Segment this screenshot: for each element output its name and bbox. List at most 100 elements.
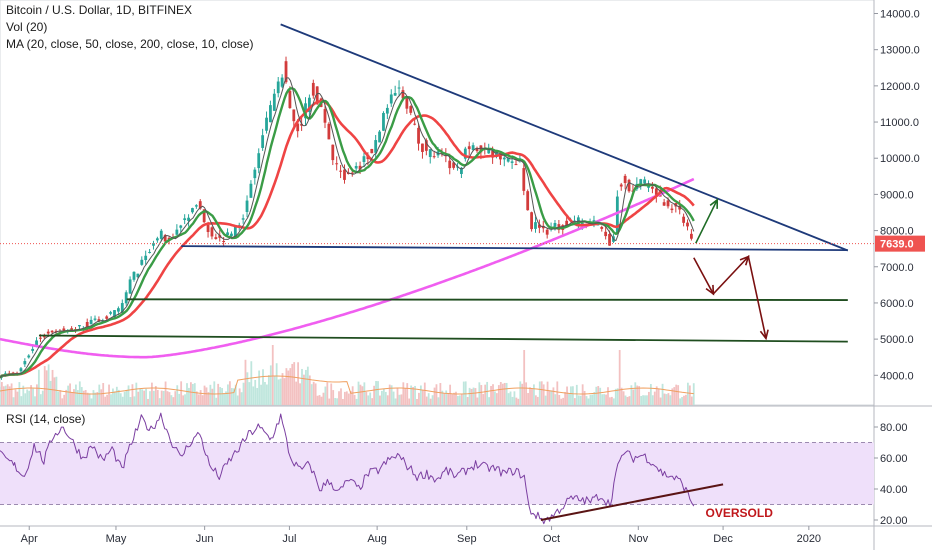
volume-bar [564, 391, 567, 405]
volume-bar [669, 395, 672, 405]
candle-body [545, 229, 549, 235]
volume-bar [480, 385, 483, 405]
price-tick-label: 6000.0 [880, 298, 914, 310]
rsi-tick-label: 60.00 [880, 453, 908, 465]
volume-bar [369, 392, 372, 405]
volume-bar [164, 381, 167, 405]
volume-bar [151, 382, 153, 405]
volume-bar [121, 396, 124, 405]
volume-bar [474, 388, 477, 405]
volume-bar [279, 378, 282, 405]
candle-body [93, 318, 97, 320]
volume-bar [511, 396, 514, 405]
volume-bar [217, 383, 220, 405]
volume-bar [248, 382, 251, 405]
volume-bar [123, 391, 126, 405]
volume-bar [404, 388, 407, 405]
volume-bar [503, 382, 506, 405]
volume-bar [460, 394, 463, 405]
volume-bar [172, 397, 175, 405]
volume-bar [273, 375, 276, 405]
volume-bar [470, 388, 473, 405]
volume-bar [665, 394, 668, 405]
trendline-line [280, 23, 849, 252]
candle-body [487, 149, 491, 154]
volume-bar [690, 396, 693, 405]
volume-bar [260, 384, 262, 405]
volume-bar [234, 384, 237, 405]
volume-bar [464, 381, 467, 405]
volume-bar [455, 391, 457, 405]
volume-bar [195, 391, 198, 405]
volume-bar [626, 396, 629, 405]
chart-title: Bitcoin / U.S. Dollar, 1D, BITFINEX [6, 3, 193, 17]
volume-bar [258, 370, 261, 405]
volume-bar [106, 394, 108, 405]
volume-bar [560, 398, 563, 405]
volume-bar [139, 388, 142, 405]
candle-body [23, 361, 27, 365]
volume-bar [534, 395, 537, 405]
support-line [38, 334, 848, 343]
volume-bar [166, 391, 169, 405]
volume-bar [191, 384, 194, 405]
volume-bar [340, 388, 342, 405]
volume-bar [601, 394, 604, 405]
candle-body [654, 188, 658, 197]
volume-bar [515, 397, 518, 405]
volume-bar [583, 390, 586, 405]
last-price-tag [875, 235, 925, 252]
volume-bar [416, 398, 418, 405]
candle-body [362, 156, 366, 163]
candle-body [241, 218, 245, 220]
candle-body [662, 202, 666, 206]
volume-bar [213, 381, 216, 405]
volume-bar [160, 390, 163, 405]
candle-body [331, 144, 335, 161]
volume-bar [579, 395, 582, 405]
candle-body [463, 148, 467, 159]
volume-bar [299, 383, 301, 405]
volume-bar [277, 379, 280, 405]
volume-bar [655, 386, 658, 405]
volume-bar [540, 381, 543, 405]
volume-bar [113, 391, 116, 405]
volume-bar [230, 388, 233, 405]
volume-bar [408, 398, 411, 405]
candle-body [604, 231, 608, 237]
volume-bar [644, 395, 646, 405]
rsi-pane: 80.00 60.00 40.00 20.00 OVERSOLD [0, 412, 908, 527]
volume-bar [630, 385, 633, 405]
candle-body [163, 235, 167, 242]
candle-body [315, 86, 319, 105]
candle-body [222, 240, 226, 242]
volume-bar [162, 391, 165, 405]
time-tick-label: Oct [543, 533, 560, 545]
candle-body [670, 208, 674, 211]
volume-bar [264, 381, 266, 405]
time-tick-label: May [106, 533, 127, 545]
volume-bar [673, 387, 676, 405]
volume-bar [365, 391, 368, 405]
volume-bar [32, 388, 34, 405]
volume-bar [184, 394, 186, 405]
volume-bar [100, 389, 103, 405]
candle-body [678, 205, 682, 210]
support-line [181, 245, 848, 252]
candle-body [128, 279, 132, 294]
candle-body [11, 372, 15, 374]
volume-bar [610, 396, 613, 405]
candle-body [682, 216, 686, 223]
volume-bar [59, 390, 62, 405]
volume-bar [447, 393, 450, 405]
volume-bar [402, 382, 405, 405]
candle-body [276, 81, 280, 94]
volume-bar [22, 385, 25, 405]
volume-bar [232, 388, 235, 405]
candle-body [175, 229, 179, 235]
volume-bar [295, 381, 298, 405]
volume-bar [2, 386, 5, 405]
volume-bar [581, 384, 584, 405]
volume-bar [381, 390, 383, 405]
